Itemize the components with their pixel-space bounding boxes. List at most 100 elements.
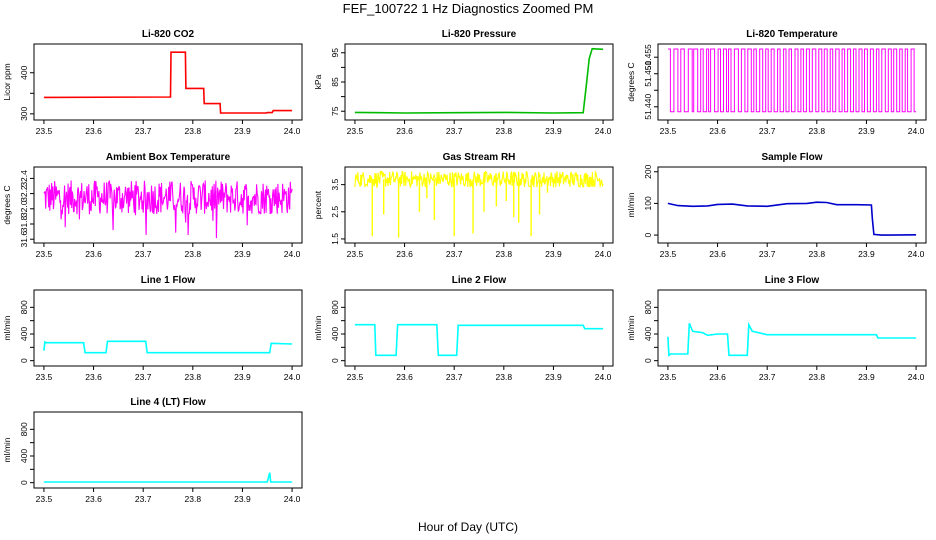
x-tick-label: 23.8 bbox=[496, 372, 513, 382]
x-tick-label: 23.7 bbox=[135, 372, 152, 382]
x-tick-label: 23.7 bbox=[135, 249, 152, 259]
x-tick-label: 23.8 bbox=[496, 249, 513, 259]
x-tick-label: 23.9 bbox=[234, 126, 251, 136]
x-tick-label: 23.5 bbox=[347, 249, 364, 259]
x-tick-label: 23.6 bbox=[709, 126, 726, 136]
y-tick-label: 0 bbox=[19, 358, 29, 363]
plot-area bbox=[667, 201, 917, 236]
series-line bbox=[667, 48, 917, 113]
y-tick-label: 0 bbox=[19, 480, 29, 485]
x-tick-label: 23.8 bbox=[185, 126, 202, 136]
plot-area bbox=[667, 321, 917, 357]
x-tick-label: 23.7 bbox=[759, 249, 776, 259]
y-axis-label: ml/min bbox=[313, 315, 323, 340]
y-tick-label: 31.8 bbox=[19, 215, 29, 232]
y-tick-label: 85 bbox=[330, 77, 340, 87]
plot-area bbox=[667, 48, 917, 113]
plot-frame bbox=[33, 43, 303, 121]
x-tick-label: 23.6 bbox=[396, 126, 413, 136]
y-tick-label: 800 bbox=[19, 300, 29, 314]
y-tick-label: 400 bbox=[19, 65, 29, 79]
x-tick-label: 23.9 bbox=[858, 372, 875, 382]
x-tick-label: 23.6 bbox=[709, 372, 726, 382]
x-tick-label: 23.5 bbox=[36, 372, 53, 382]
x-tick-label: 23.7 bbox=[759, 372, 776, 382]
y-tick-label: 800 bbox=[643, 300, 653, 314]
series-line bbox=[43, 180, 293, 239]
panel-4: Ambient Box Temperature 23.5 23.6 23.7 23.8 2… bbox=[2, 152, 303, 259]
plot-frame bbox=[344, 166, 614, 244]
series-line bbox=[354, 170, 604, 189]
x-tick-label: 24.0 bbox=[595, 372, 612, 382]
panel-title: Line 2 Flow bbox=[452, 275, 507, 286]
series-line bbox=[43, 472, 293, 483]
x-tick-label: 24.0 bbox=[908, 249, 925, 259]
panel-3: Li-820 Temperature 23.5 23.6 23.7 23.8 23.9 24… bbox=[626, 29, 927, 136]
y-axis-label: degrees C bbox=[2, 185, 12, 224]
y-tick-label: 2.5 bbox=[330, 206, 340, 218]
x-tick-label: 23.7 bbox=[759, 126, 776, 136]
y-tick-label: 32.4 bbox=[19, 170, 29, 187]
plot-frame bbox=[657, 43, 927, 121]
panel-title: Line 3 Flow bbox=[765, 275, 820, 286]
y-tick-label: 0 bbox=[643, 232, 653, 237]
x-tick-label: 24.0 bbox=[284, 126, 301, 136]
panel-9: Line 3 Flow 23.5 23.6 23.7 23.8 23.9 24.0 0 400 8… bbox=[626, 275, 927, 382]
panel-8: Line 2 Flow 23.5 23.6 23.7 23.8 23.9 24.0 0 400 8… bbox=[313, 275, 614, 382]
figure-title: FEF_100722 1 Hz Diagnostics Zoomed PM bbox=[343, 1, 594, 16]
plot-frame bbox=[33, 166, 303, 244]
y-tick-label: 32.2 bbox=[19, 185, 29, 202]
y-tick-label: 400 bbox=[19, 327, 29, 341]
plot-frame bbox=[344, 43, 614, 121]
panel-title: Ambient Box Temperature bbox=[106, 152, 231, 163]
x-tick-label: 23.9 bbox=[234, 249, 251, 259]
panel-5: Gas Stream RH 23.5 23.6 23.7 23.8 23.9 24.0 1.5… bbox=[313, 152, 614, 259]
y-axis-label: ml/min bbox=[2, 315, 12, 340]
panel-6: Sample Flow 23.5 23.6 23.7 23.8 23.9 24.0 0 100 2… bbox=[626, 152, 927, 259]
x-tick-label: 23.5 bbox=[660, 372, 677, 382]
series-line bbox=[43, 51, 293, 114]
x-tick-label: 23.7 bbox=[446, 126, 463, 136]
plot-area bbox=[354, 170, 604, 238]
x-tick-label: 23.6 bbox=[396, 249, 413, 259]
y-axis-label: kPa bbox=[313, 74, 323, 89]
x-tick-label: 23.5 bbox=[36, 494, 53, 504]
x-tick-label: 23.9 bbox=[858, 126, 875, 136]
plot-area bbox=[354, 323, 604, 357]
y-tick-label: 400 bbox=[643, 327, 653, 341]
y-tick-label: 200 bbox=[643, 164, 653, 178]
x-tick-label: 23.8 bbox=[809, 126, 826, 136]
y-tick-label: 75 bbox=[330, 106, 340, 116]
y-tick-label: 31.6 bbox=[19, 231, 29, 248]
x-tick-label: 24.0 bbox=[908, 126, 925, 136]
y-tick-label: 1.5 bbox=[330, 233, 340, 245]
x-tick-label: 23.8 bbox=[185, 372, 202, 382]
x-tick-label: 23.8 bbox=[496, 126, 513, 136]
x-tick-label: 23.7 bbox=[446, 249, 463, 259]
x-tick-label: 23.8 bbox=[809, 249, 826, 259]
x-tick-label: 23.5 bbox=[36, 126, 53, 136]
x-tick-label: 23.6 bbox=[709, 249, 726, 259]
figure-xlabel: Hour of Day (UTC) bbox=[418, 520, 518, 534]
panel-title: Line 4 (LT) Flow bbox=[130, 397, 206, 408]
plot-frame bbox=[344, 289, 614, 367]
x-tick-label: 24.0 bbox=[908, 372, 925, 382]
series-line bbox=[43, 340, 293, 354]
series-line bbox=[667, 201, 917, 236]
x-tick-label: 23.9 bbox=[545, 372, 562, 382]
y-axis-label: Licor ppm bbox=[2, 63, 12, 100]
x-tick-label: 24.0 bbox=[595, 249, 612, 259]
x-tick-label: 24.0 bbox=[284, 372, 301, 382]
x-tick-label: 24.0 bbox=[284, 494, 301, 504]
y-tick-label: 300 bbox=[19, 106, 29, 120]
x-tick-label: 23.5 bbox=[660, 249, 677, 259]
panel-10: Line 4 (LT) Flow 23.5 23.6 23.7 23.8 23.9 24.0… bbox=[2, 397, 303, 504]
x-tick-label: 23.7 bbox=[135, 494, 152, 504]
x-tick-label: 23.5 bbox=[347, 372, 364, 382]
panel-title: Li-820 CO2 bbox=[142, 29, 195, 40]
x-tick-label: 24.0 bbox=[595, 126, 612, 136]
y-tick-label: 0 bbox=[330, 358, 340, 363]
panels: Li-820 CO2 23.5 23.6 23.7 23.8 23.9 24.0 300 400… bbox=[2, 29, 927, 504]
y-axis-label: percent bbox=[313, 190, 323, 219]
